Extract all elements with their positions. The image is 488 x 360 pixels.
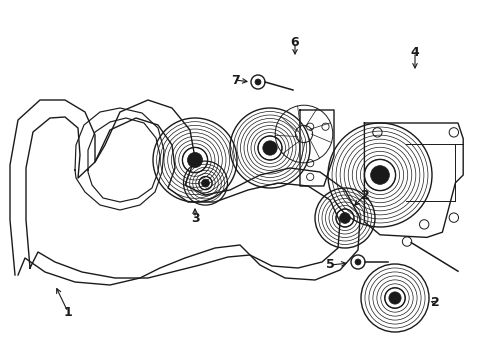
Circle shape	[388, 292, 400, 304]
Text: 1: 1	[63, 306, 72, 319]
Text: 5: 5	[325, 258, 334, 271]
Text: 4: 4	[410, 45, 419, 59]
Circle shape	[201, 179, 209, 187]
Circle shape	[354, 259, 360, 265]
Text: 6: 6	[290, 36, 299, 49]
Text: 2: 2	[360, 189, 368, 202]
Circle shape	[262, 141, 277, 155]
Circle shape	[370, 166, 388, 184]
Text: 3: 3	[190, 212, 199, 225]
Text: 7: 7	[230, 73, 239, 86]
Text: 2: 2	[430, 297, 439, 310]
Circle shape	[187, 152, 202, 167]
Circle shape	[254, 79, 261, 85]
Circle shape	[339, 213, 350, 224]
